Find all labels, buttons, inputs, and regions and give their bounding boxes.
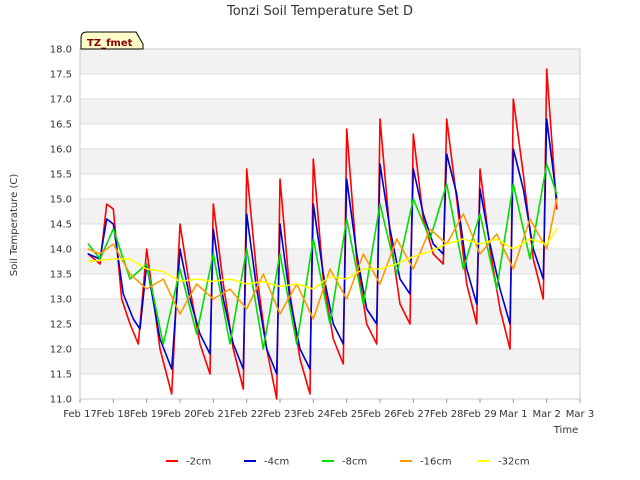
plot-bands: [80, 48, 580, 400]
y-axis-label: Soil Temperature (C): [9, 174, 20, 277]
x-tick-label: Mar 2: [532, 409, 560, 420]
x-tick-label: Feb 23: [263, 409, 297, 420]
grid-band: [80, 349, 580, 374]
legend-label: -32cm: [498, 457, 530, 468]
grid-band: [80, 199, 580, 224]
series-line-8cmcm: [87, 163, 558, 350]
x-tick-label: Feb 19: [130, 409, 164, 420]
grid-band: [80, 49, 580, 74]
chart-title: Tonzi Soil Temperature Set D: [226, 4, 413, 19]
y-tick-label: 11.0: [50, 395, 72, 406]
y-tick-label: 13.0: [50, 295, 72, 306]
y-tick-label: 15.0: [50, 195, 72, 206]
y-tick-label: 16.5: [50, 120, 72, 131]
legend-label: -16cm: [420, 457, 452, 468]
legend: -2cm -4cm -8cm -16cm -32cm: [166, 457, 530, 468]
x-tick-label: Feb 20: [163, 409, 197, 420]
y-axis-ticks: 11.0 11.5 12.0 12.5 13.0 13.5 14.0 14.5 15.0 15.5…: [50, 45, 72, 406]
y-tick-label: 13.5: [50, 270, 72, 281]
y-tick-label: 15.5: [50, 170, 72, 181]
legend-label: -4cm: [264, 457, 289, 468]
grid-band: [80, 174, 580, 199]
x-tick-label: Feb 27: [397, 409, 431, 420]
y-tick-label: 17.0: [50, 95, 72, 106]
badge-box: [80, 31, 144, 50]
grid-band: [80, 74, 580, 99]
x-tick-label: Feb 21: [197, 409, 231, 420]
x-tick-label: Feb 26: [363, 409, 397, 420]
x-tick-label: Feb 24: [297, 409, 331, 420]
series-line-32cmcm: [87, 228, 558, 290]
x-tick-label: Feb 17: [63, 409, 97, 420]
grid-band: [80, 124, 580, 149]
y-tick-label: 11.5: [50, 370, 72, 381]
x-tick-label: Feb 29: [463, 409, 497, 420]
grid-band: [80, 324, 580, 349]
legend-label: -2cm: [186, 457, 211, 468]
x-tick-label: Feb 28: [430, 409, 464, 420]
x-tick-label: Feb 25: [330, 409, 364, 420]
y-tick-label: 12.0: [50, 345, 72, 356]
grid-band: [80, 374, 580, 399]
y-tick-label: 14.5: [50, 220, 72, 231]
plot-frame: [79, 48, 581, 400]
y-tick-label: 14.0: [50, 245, 72, 256]
series-lines: [87, 68, 558, 400]
y-tick-label: 17.5: [50, 70, 72, 81]
legend-label: -8cm: [342, 457, 367, 468]
series-line-16cmcm: [87, 198, 558, 320]
grid-band: [80, 149, 580, 174]
x-tick-label: Feb 18: [97, 409, 131, 420]
y-tick-label: 18.0: [50, 45, 72, 56]
y-tick-label: 16.0: [50, 145, 72, 156]
x-tick-label: Feb 22: [230, 409, 264, 420]
grid-band: [80, 224, 580, 249]
grid-band: [80, 99, 580, 124]
grid-band: [80, 274, 580, 299]
badge-label: TZ_fmet: [87, 38, 133, 49]
x-axis-ticks: Feb 17 Feb 18 Feb 19 Feb 20 Feb 21 Feb 22 Feb …: [63, 399, 594, 420]
x-tick-label: Mar 3: [566, 409, 594, 420]
x-tick-label: Mar 1: [499, 409, 527, 420]
x-axis-label: Time: [553, 425, 578, 436]
series-line-4cmcm: [87, 118, 558, 375]
station-badge: TZ_fmet: [80, 31, 144, 50]
y-tick-label: 12.5: [50, 320, 72, 331]
